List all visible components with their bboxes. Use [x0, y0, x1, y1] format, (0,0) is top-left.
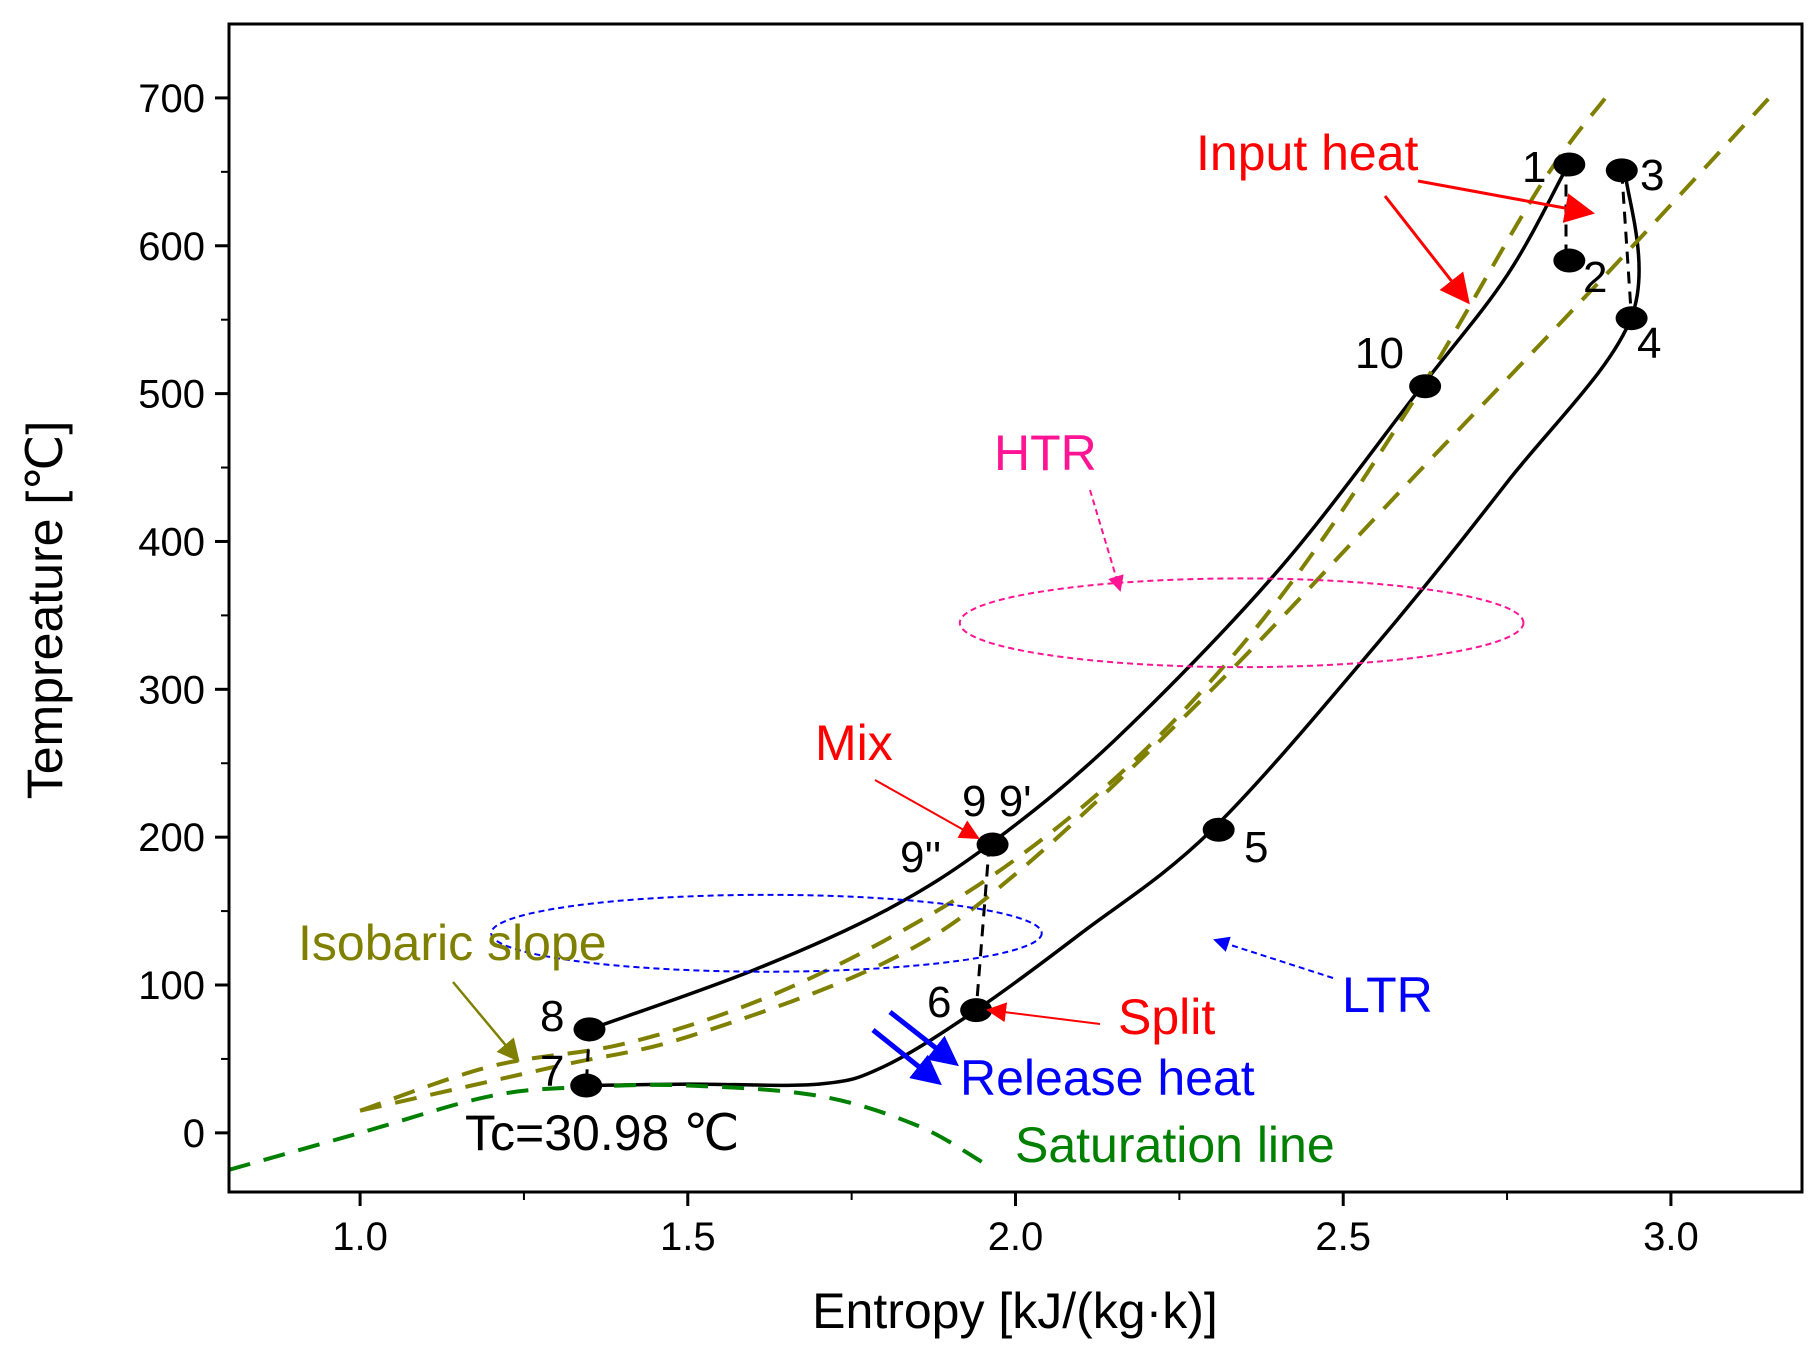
state-point-8 [573, 1017, 606, 1042]
isobaric-slope-arrow [452, 981, 520, 1062]
y-axis: 0 100 200 300 400 500 600 700 [138, 77, 229, 1156]
x-axis-title: Entropy [kJ/(kg·k)] [812, 1283, 1218, 1339]
y-tick-label: 0 [183, 1112, 205, 1156]
series-process-9-6 [974, 844, 991, 1011]
y-tick-label: 400 [138, 520, 205, 564]
point-label-8: 8 [540, 992, 564, 1041]
regions-layer [490, 577, 1525, 973]
region-htr [958, 577, 1525, 669]
series-low-pressure-path-7-6-5-4-3 [586, 170, 1641, 1088]
point-label-9doubleprime: 9'' [900, 833, 941, 882]
series-isobaric-slope-low [359, 96, 1771, 1113]
y-tick-label: 100 [138, 964, 205, 1008]
state-point-6 [960, 998, 993, 1023]
annotation-split: Split [1118, 989, 1215, 1045]
annotation-release-heat: Release heat [960, 1050, 1255, 1106]
state-point-99 [976, 832, 1009, 857]
x-tick-label: 1.5 [660, 1215, 716, 1259]
series-isobaric-slope-high [359, 96, 1608, 1113]
y-tick-label: 500 [138, 373, 205, 417]
series-saturation-line [229, 1082, 984, 1172]
state-point-5 [1202, 817, 1235, 842]
point-label-7: 7 [540, 1047, 564, 1096]
plot-frame [227, 22, 1804, 1194]
point-label-9-9prime: 9 9' [962, 777, 1032, 826]
point-label-1: 1 [1522, 143, 1546, 192]
region-ltr [490, 893, 1043, 973]
state-point-3 [1605, 158, 1638, 183]
htr-arrow [1089, 489, 1124, 592]
point-label-3: 3 [1640, 151, 1664, 200]
series-process-3-4 [1620, 171, 1634, 320]
point-label-10: 10 [1355, 329, 1404, 378]
state-point-2 [1553, 248, 1586, 273]
x-axis: 1.0 1.5 2.0 2.5 3.0 [332, 1192, 1699, 1259]
annotation-tc: Tc=30.98 ℃ [465, 1105, 739, 1161]
x-tick-label: 2.5 [1315, 1215, 1371, 1259]
point-label-6: 6 [927, 978, 951, 1027]
annotation-mix: Mix [815, 715, 893, 771]
y-tick-label: 700 [138, 77, 205, 121]
annotation-isobaric-slope: Isobaric slope [298, 915, 607, 971]
state-point-4 [1615, 306, 1648, 331]
x-tick-label: 2.0 [988, 1215, 1044, 1259]
ltr-arrow [1213, 936, 1334, 979]
release-heat-arrow-1 [888, 1010, 959, 1067]
y-axis-title: Tempreature [℃] [17, 421, 73, 800]
annotation-ltr: LTR [1342, 967, 1433, 1023]
x-tick-label: 3.0 [1643, 1215, 1699, 1259]
annotation-htr: HTR [994, 425, 1097, 481]
series-layer [229, 96, 1771, 1172]
annotation-saturation-line: Saturation line [1015, 1117, 1335, 1173]
y-tick-label: 300 [138, 668, 205, 712]
state-point-7 [570, 1073, 603, 1098]
y-tick-label: 600 [138, 225, 205, 269]
release-heat-arrow-2 [871, 1028, 942, 1086]
mix-arrow [874, 779, 980, 839]
input-heat-arrow-1 [1417, 179, 1595, 223]
series-high-pressure-path-8-9-10-1 [588, 168, 1568, 1032]
input-heat-arrow-2 [1383, 195, 1470, 305]
split-arrow [986, 1002, 1101, 1025]
point-label-5: 5 [1244, 823, 1268, 872]
annotation-input-heat: Input heat [1196, 125, 1419, 181]
point-label-2: 2 [1583, 253, 1607, 302]
y-tick-label: 200 [138, 816, 205, 860]
state-point-1 [1553, 152, 1586, 177]
state-point-10 [1409, 374, 1442, 399]
point-label-4: 4 [1637, 319, 1661, 368]
x-tick-label: 1.0 [332, 1215, 388, 1259]
points-layer [570, 152, 1648, 1098]
